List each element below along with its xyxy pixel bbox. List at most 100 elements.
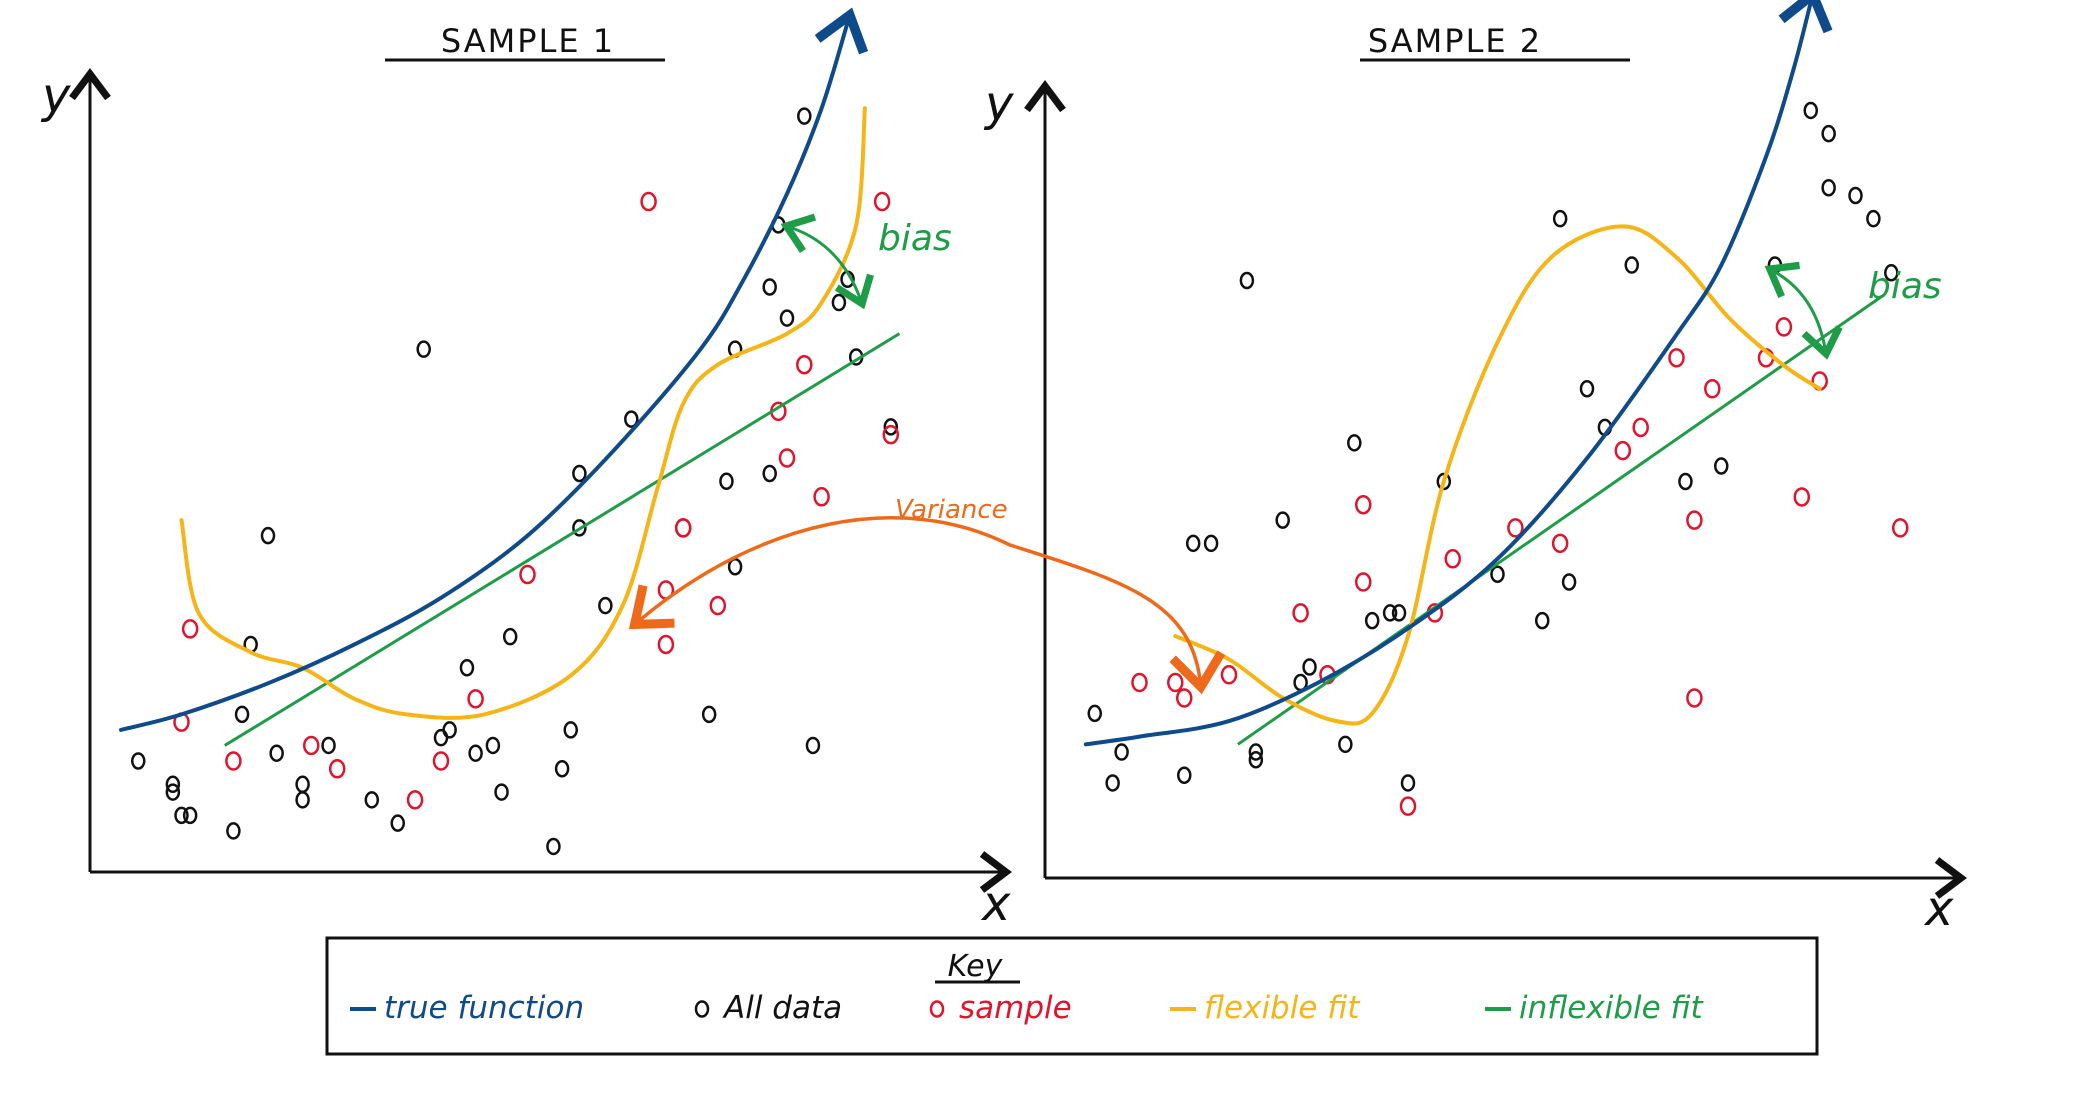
- sample-point: [467, 689, 484, 709]
- all-data-point: [1436, 472, 1452, 491]
- all-data-point: [494, 783, 509, 801]
- sample-point: [181, 619, 199, 639]
- all-data-point: [459, 659, 475, 677]
- all-data-point: [779, 309, 795, 327]
- flexible-fit-curve: [1173, 224, 1822, 726]
- sample-point: [1355, 572, 1372, 592]
- x-axis-label: x: [1923, 881, 1954, 937]
- all-data-point: [1185, 534, 1201, 553]
- all-data-point: [762, 464, 777, 483]
- sample-point: [1444, 549, 1461, 569]
- sample-point: [873, 191, 891, 212]
- all-data-point: [1821, 179, 1836, 197]
- panel-title: SAMPLE 2: [1368, 22, 1542, 60]
- legend-label: inflexible fit: [1519, 990, 1705, 1026]
- all-data-point: [1177, 766, 1192, 784]
- variance-label: Variance: [895, 495, 1008, 525]
- legend-swatch-circle: [694, 1000, 710, 1018]
- all-data-point: [762, 278, 777, 296]
- legend-label: All data: [722, 990, 842, 1026]
- all-data-point: [719, 472, 734, 491]
- y-axis-label: y: [40, 68, 71, 124]
- all-data-point: [295, 791, 310, 809]
- sample-point: [1668, 348, 1685, 368]
- all-data-point: [1624, 256, 1639, 274]
- sample-point: [1507, 518, 1524, 538]
- sample-point: [1793, 487, 1811, 507]
- true-function-curve: [119, 7, 869, 732]
- panel-title: SAMPLE 1: [441, 22, 615, 60]
- legend: Key true function All data sample flexible …: [325, 936, 1819, 1056]
- all-data-point: [364, 791, 380, 809]
- sample-point: [1551, 533, 1569, 554]
- bias-arrow: [780, 213, 874, 310]
- all-data-point: [727, 557, 743, 576]
- all-data-point: [598, 596, 613, 615]
- all-data-point: [546, 837, 561, 856]
- sample-point: [1355, 494, 1372, 515]
- sample-point: [1775, 317, 1793, 337]
- all-data-point: [226, 822, 241, 840]
- sample-point: [406, 790, 424, 810]
- variance-arrow: [640, 516, 1200, 680]
- all-data-point: [1275, 511, 1290, 529]
- all-data-point: [165, 775, 181, 794]
- all-data-point: [563, 721, 578, 739]
- sample-point: [709, 595, 727, 616]
- all-data-point: [485, 736, 501, 755]
- all-data-point: [624, 410, 639, 428]
- sample-point: [303, 735, 320, 756]
- all-data-point: [269, 744, 284, 762]
- plot-area: [1083, 0, 1909, 816]
- legend-box: [325, 936, 1819, 1056]
- all-data-point: [1087, 704, 1102, 723]
- legend-item: true function: [350, 990, 584, 1026]
- plot-area: [119, 7, 901, 856]
- sample-point: [328, 759, 346, 779]
- sample-point: [1704, 378, 1721, 399]
- all-data-point: [1338, 735, 1353, 754]
- all-data-point: [1391, 604, 1407, 622]
- sample-point: [1632, 417, 1649, 438]
- all-data-point: [1248, 751, 1264, 769]
- all-data-point: [1248, 743, 1264, 761]
- all-data-point: [1114, 743, 1129, 761]
- all-data-point: [1535, 611, 1550, 630]
- sample-point: [1220, 665, 1238, 685]
- sample-point: [519, 564, 536, 585]
- sample-point: [778, 448, 796, 468]
- sample-point: [796, 354, 813, 375]
- all-data-point: [1884, 264, 1899, 282]
- y-axis-label: y: [983, 76, 1014, 132]
- sample-point: [1399, 796, 1417, 816]
- all-data-point: [805, 736, 821, 755]
- sample-point: [657, 634, 675, 655]
- sample-point: [674, 518, 692, 538]
- all-data-point: [1821, 124, 1836, 143]
- all-data-point: [321, 736, 336, 755]
- inflexible-fit-line: [1237, 294, 1884, 746]
- all-data-point: [1803, 101, 1818, 120]
- all-data-point: [1347, 434, 1362, 452]
- all-data-point: [572, 519, 587, 537]
- legend-item: flexible fit: [1170, 990, 1361, 1026]
- all-data-point: [1203, 534, 1219, 553]
- all-data-point: [1239, 271, 1255, 290]
- all-data-point: [701, 705, 717, 724]
- sample-point: [640, 191, 657, 212]
- all-data-point: [131, 752, 146, 770]
- all-data-point: [1678, 472, 1693, 491]
- all-data-point: [1490, 565, 1505, 584]
- all-data-point: [234, 705, 250, 724]
- sample-point: [813, 487, 830, 507]
- bias-arrow: [1764, 261, 1843, 360]
- sample-point: [882, 424, 900, 445]
- all-data-point: [468, 744, 483, 762]
- legend-label: sample: [959, 990, 1072, 1026]
- all-data-point: [174, 806, 189, 825]
- all-data-point: [390, 814, 405, 832]
- flexible-fit-curve: [179, 106, 867, 720]
- legend-item: inflexible fit: [1485, 990, 1705, 1026]
- panel-sample-2: SAMPLE 2 y x bias: [983, 0, 1967, 937]
